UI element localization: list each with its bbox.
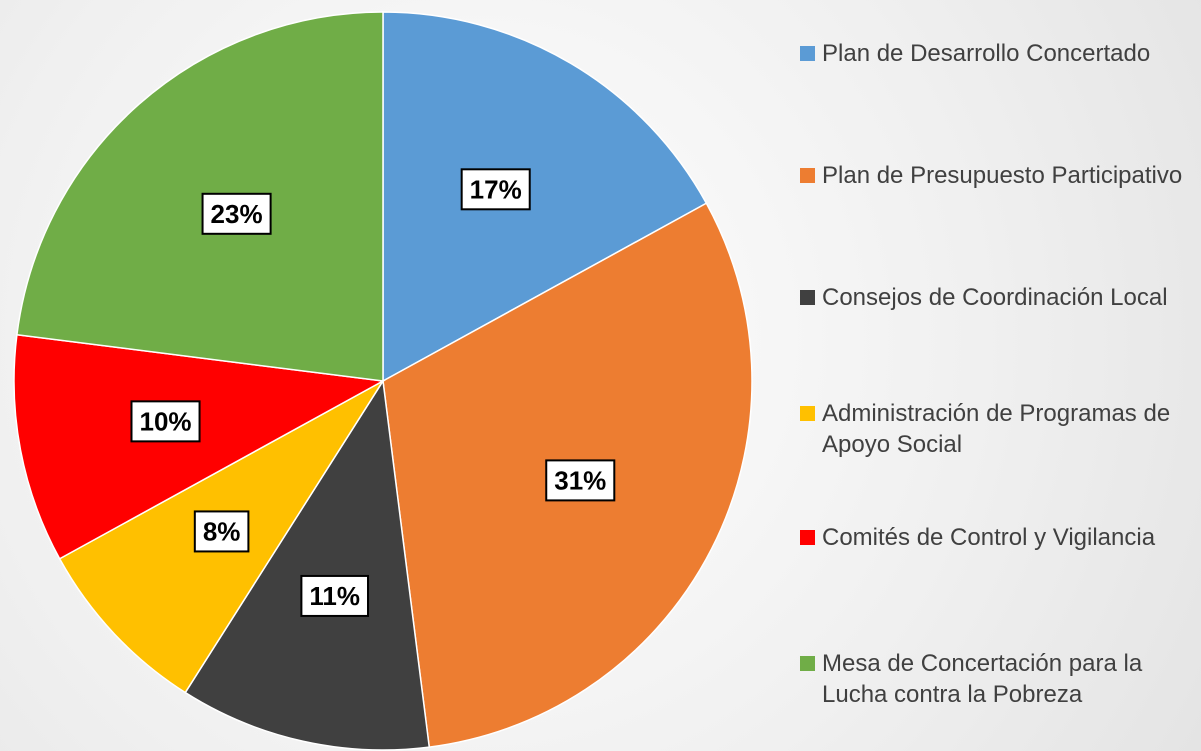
data-label-text: 31% [554, 465, 606, 495]
data-label: 31% [545, 459, 616, 502]
legend-swatch [800, 168, 815, 183]
pie-slice [13, 333, 386, 560]
legend-label: Comités de Control y Vigilancia [822, 524, 1156, 551]
pie-slice [184, 378, 431, 751]
data-label-box [130, 400, 201, 443]
data-label-box [545, 459, 616, 502]
pie-slice [16, 11, 384, 382]
legend-label: Consejos de Coordinación Local [822, 284, 1168, 311]
data-label: 10% [130, 400, 201, 443]
data-label-text: 8% [203, 516, 241, 546]
data-label: 17% [460, 168, 531, 211]
legend-swatch [800, 290, 815, 305]
data-label-box [300, 574, 370, 617]
data-label: 11% [300, 574, 370, 617]
data-label-text: 23% [211, 199, 263, 229]
data-label-text: 10% [139, 406, 191, 436]
data-label-text: 11% [309, 581, 360, 611]
legend-label: Administración de Programas de Apoyo Soc… [822, 400, 1171, 458]
data-label-box [201, 192, 272, 235]
data-label: 23% [201, 192, 272, 235]
pie-slice [382, 11, 708, 383]
legend-swatch [800, 406, 815, 421]
legend-label: Plan de Presupuesto Participativo [822, 162, 1183, 189]
legend-swatch [800, 530, 815, 545]
legend-label: Mesa de Concertación para la Lucha contr… [822, 650, 1143, 708]
chart: 17% 31% 11% 8% 10% 23% [13, 11, 753, 751]
legend-swatch [800, 656, 815, 671]
legend-label: Plan de Desarrollo Concertado [822, 40, 1151, 67]
legend-swatch [800, 46, 815, 61]
data-label-box [460, 168, 531, 211]
data-label-text: 17% [470, 174, 522, 204]
data-label: 8% [193, 510, 250, 553]
data-label-box [193, 510, 250, 553]
